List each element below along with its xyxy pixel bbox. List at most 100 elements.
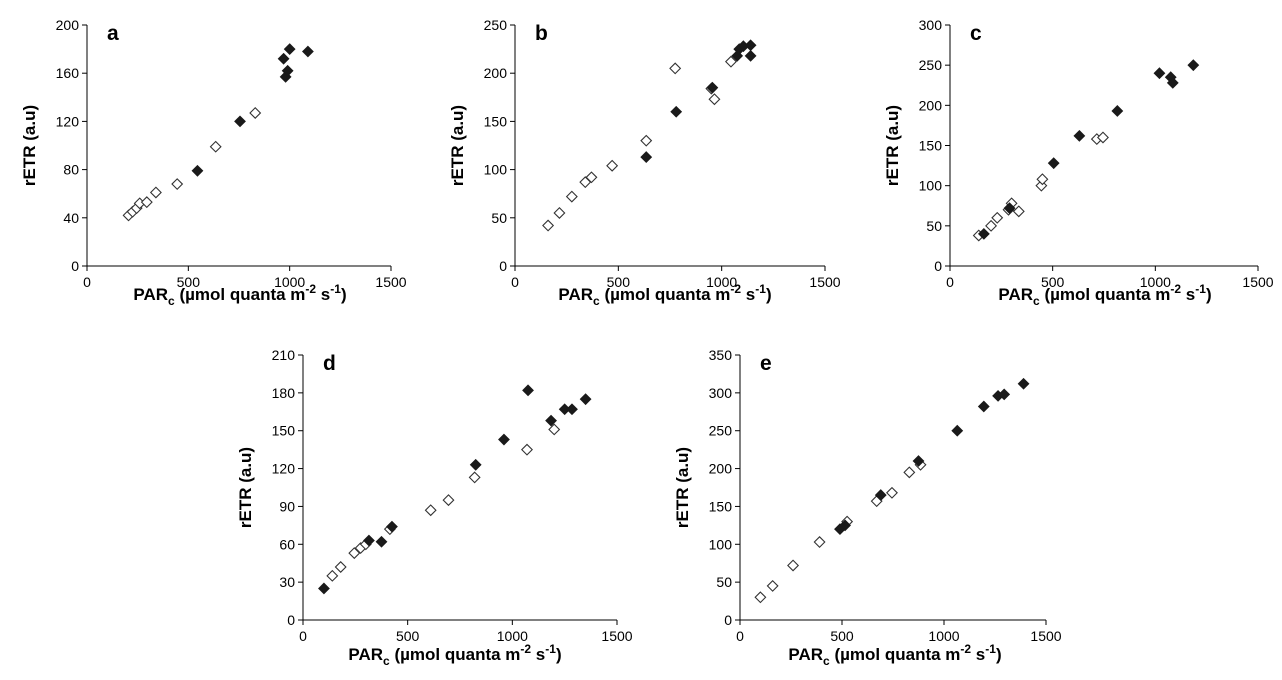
- data-point-filled: [1017, 377, 1030, 390]
- y-tick-label: 100: [484, 162, 508, 178]
- y-tick-label: 50: [716, 574, 732, 590]
- x-axis-title-mid: s: [531, 645, 545, 664]
- data-point-open: [985, 219, 998, 232]
- y-tick-label: 250: [484, 17, 508, 33]
- x-axis-title: PARc (µmol quanta m-2 s-1): [133, 282, 346, 308]
- x-tick-label: 1500: [601, 628, 632, 644]
- data-point-filled: [998, 388, 1011, 401]
- data-point-filled: [1111, 105, 1124, 117]
- y-tick-label: 200: [484, 65, 508, 81]
- data-point-open: [787, 559, 800, 572]
- panel-label: e: [760, 352, 772, 375]
- data-point-filled: [191, 164, 204, 177]
- x-axis-title-main: PAR: [133, 285, 168, 304]
- y-tick-label: 120: [272, 461, 296, 477]
- y-tick-label: 300: [919, 17, 943, 33]
- data-point-open: [542, 219, 555, 232]
- data-point-filled: [1153, 67, 1166, 80]
- x-axis-title-sup1: -2: [1170, 282, 1181, 296]
- data-point-open: [886, 486, 898, 499]
- chart-panel-e: 0 50 100 150 200 250 300 350 0 500 1000 1500 e rETR (…: [673, 347, 1062, 668]
- x-axis-title-sup2: -1: [545, 642, 556, 656]
- y-tick-label: 210: [272, 347, 296, 363]
- data-point-filled: [744, 49, 757, 62]
- y-tick-label: 150: [709, 498, 733, 514]
- data-point-filled: [363, 534, 375, 547]
- x-tick-label: 1000: [928, 628, 959, 644]
- y-tick-label: 0: [934, 258, 942, 274]
- x-axis-title-sub: c: [823, 654, 830, 668]
- panel-label: a: [107, 22, 119, 45]
- chart-panel-a: 0 40 80 120 160 200 0 500 1000 1500 a rETR (a.u) PAR…: [20, 17, 407, 308]
- x-axis-title-rest: (µmol quanta m: [600, 285, 731, 304]
- data-point-open: [766, 579, 779, 592]
- x-tick-label: 500: [396, 628, 420, 644]
- data-point-filled: [386, 520, 398, 533]
- x-tick-label: 0: [83, 274, 91, 290]
- y-axis-title: rETR (a.u): [448, 105, 467, 186]
- x-axis-title-sup2: -1: [1195, 282, 1206, 296]
- data-point-filled: [283, 43, 296, 56]
- x-tick-label: 500: [830, 628, 854, 644]
- x-axis-title-sup2: -1: [985, 642, 996, 656]
- x-tick-label: 1500: [1242, 274, 1273, 290]
- data-point-filled: [579, 393, 592, 406]
- y-tick-label: 200: [919, 97, 943, 113]
- chart-panel-c: 0 50 100 150 200 250 300 0 500 1000 1500 c rETR (a.u…: [883, 17, 1274, 308]
- x-axis-title-sub: c: [383, 654, 390, 668]
- y-tick-label: 100: [709, 536, 733, 552]
- y-tick-label: 300: [709, 385, 733, 401]
- data-point-filled: [375, 535, 388, 548]
- y-tick-label: 250: [919, 57, 943, 73]
- panel-label: d: [323, 352, 336, 375]
- y-tick-label: 350: [709, 347, 733, 363]
- x-axis-title-main: PAR: [788, 645, 823, 664]
- x-tick-label: 0: [736, 628, 744, 644]
- x-axis-title-sup1: -2: [960, 642, 971, 656]
- x-axis-title: PARc (µmol quanta m-2 s-1): [998, 282, 1211, 308]
- y-tick-label: 200: [709, 461, 733, 477]
- data-point-filled: [281, 64, 294, 77]
- y-tick-label: 50: [491, 210, 507, 226]
- data-point-open: [442, 494, 455, 507]
- x-axis-title-rest: (µmol quanta m: [390, 645, 521, 664]
- data-point-open: [348, 547, 361, 560]
- data-point-open: [424, 504, 437, 517]
- data-point-filled: [469, 458, 482, 471]
- y-tick-label: 180: [272, 385, 296, 401]
- x-tick-label: 500: [177, 274, 201, 290]
- data-point-open: [606, 159, 619, 172]
- x-axis-title-mid: s: [971, 645, 985, 664]
- y-tick-label: 0: [71, 258, 79, 274]
- x-tick-label: 500: [1041, 274, 1065, 290]
- y-tick-label: 80: [63, 162, 79, 178]
- x-axis-title-rest: (µmol quanta m: [175, 285, 306, 304]
- data-point-filled: [670, 105, 683, 118]
- data-point-open: [565, 190, 578, 203]
- x-axis-title: PARc (µmol quanta m-2 s-1): [788, 642, 1001, 668]
- x-axis-title-end: ): [556, 645, 562, 664]
- data-point-open: [521, 443, 533, 456]
- data-point-filled: [1166, 76, 1179, 89]
- x-axis-title-sup1: -2: [730, 282, 741, 296]
- panel-label: c: [970, 22, 982, 45]
- data-point-filled: [951, 424, 964, 437]
- data-point-filled: [1073, 129, 1086, 142]
- x-axis-title-mid: s: [741, 285, 755, 304]
- x-axis-title-sup1: -2: [520, 642, 531, 656]
- data-point-open: [754, 591, 767, 604]
- data-point-open: [1012, 205, 1025, 218]
- x-axis-title: PARc (µmol quanta m-2 s-1): [558, 282, 771, 308]
- data-point-open: [171, 178, 184, 191]
- y-axis-title: rETR (a.u): [236, 447, 255, 528]
- data-point-open: [724, 55, 737, 68]
- data-point-filled: [912, 455, 925, 467]
- data-point-open: [140, 196, 153, 209]
- data-point-filled: [301, 45, 314, 58]
- x-axis-title-sub: c: [168, 294, 175, 308]
- x-axis-title-main: PAR: [348, 645, 383, 664]
- y-tick-label: 60: [279, 536, 295, 552]
- y-tick-label: 160: [56, 65, 80, 81]
- x-axis-title-end: ): [766, 285, 772, 304]
